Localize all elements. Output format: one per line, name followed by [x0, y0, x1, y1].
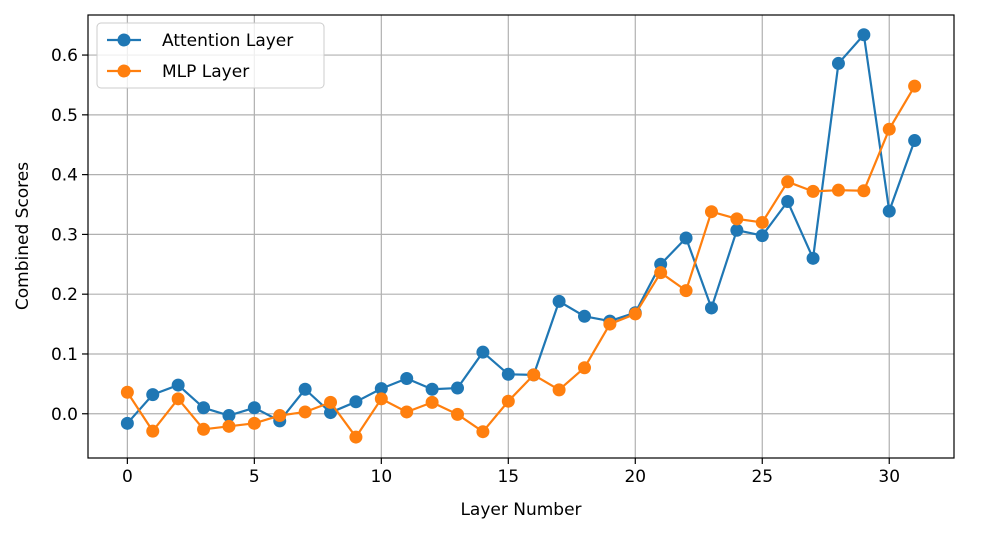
- data-point-mlp-layer: [222, 419, 236, 433]
- data-point-mlp-layer: [171, 392, 185, 406]
- x-tick-label: 20: [624, 467, 646, 487]
- data-point-attention-layer: [400, 371, 414, 385]
- data-point-mlp-layer: [400, 405, 414, 419]
- data-point-mlp-layer: [146, 424, 160, 438]
- data-point-attention-layer: [577, 309, 591, 323]
- data-point-mlp-layer: [552, 383, 566, 397]
- series-mlp-layer: [120, 79, 922, 444]
- data-point-mlp-layer: [298, 405, 312, 419]
- data-point-mlp-layer: [197, 422, 211, 436]
- data-point-attention-layer: [324, 406, 338, 420]
- data-point-attention-layer: [247, 401, 261, 415]
- x-axis-ticks: 0 5 10 15 20 25 30: [122, 458, 900, 487]
- data-point-attention-layer: [882, 204, 896, 218]
- data-point-attention-layer: [425, 382, 439, 396]
- data-point-attention-layer: [298, 382, 312, 396]
- data-point-attention-layer: [552, 294, 566, 308]
- data-point-attention-layer: [781, 195, 795, 209]
- data-point-mlp-layer: [781, 175, 795, 189]
- data-point-mlp-layer: [654, 266, 668, 280]
- plot-frame: [87, 14, 955, 459]
- data-point-attention-layer: [806, 251, 820, 265]
- data-point-attention-layer: [146, 388, 160, 402]
- y-axis-label: Combined Scores: [13, 162, 33, 310]
- data-point-attention-layer: [349, 395, 363, 409]
- data-point-attention-layer: [171, 378, 185, 392]
- data-point-mlp-layer: [628, 307, 642, 321]
- data-point-attention-layer: [755, 229, 769, 243]
- data-point-attention-layer: [857, 28, 871, 42]
- x-tick-label: 10: [371, 467, 393, 487]
- data-point-mlp-layer: [679, 284, 693, 298]
- data-point-mlp-layer: [806, 184, 820, 198]
- y-tick-label: 0.5: [51, 106, 78, 126]
- x-tick-label: 0: [122, 467, 133, 487]
- data-point-attention-layer: [501, 367, 515, 381]
- x-tick-label: 25: [751, 467, 773, 487]
- data-point-attention-layer: [730, 223, 744, 237]
- data-point-mlp-layer: [451, 407, 465, 421]
- data-point-attention-layer: [831, 56, 845, 70]
- y-tick-label: 0.1: [51, 345, 78, 365]
- legend-marker-mlp: [117, 64, 131, 78]
- data-point-mlp-layer: [349, 430, 363, 444]
- data-point-mlp-layer: [247, 416, 261, 430]
- data-point-mlp-layer: [908, 79, 922, 93]
- data-point-attention-layer: [476, 345, 490, 359]
- data-point-attention-layer: [451, 381, 465, 395]
- series-layer: [120, 28, 922, 444]
- legend-label-mlp: MLP Layer: [162, 62, 249, 82]
- data-point-attention-layer: [197, 401, 211, 415]
- x-tick-label: 30: [878, 467, 900, 487]
- data-point-attention-layer: [908, 134, 922, 148]
- y-tick-label: 0.0: [51, 405, 78, 425]
- data-point-mlp-layer: [324, 395, 338, 409]
- data-point-mlp-layer: [501, 394, 515, 408]
- data-point-attention-layer: [374, 382, 388, 396]
- legend-label-attention: Attention Layer: [162, 31, 293, 51]
- data-point-mlp-layer: [857, 184, 871, 198]
- y-axis-ticks: 0.0 0.1 0.2 0.3 0.4 0.5 0.6: [51, 46, 88, 425]
- legend-marker-attention: [117, 33, 131, 47]
- data-point-mlp-layer: [577, 361, 591, 375]
- data-point-attention-layer: [120, 416, 134, 430]
- y-tick-label: 0.3: [51, 225, 78, 245]
- data-point-attention-layer: [222, 409, 236, 423]
- y-tick-label: 0.2: [51, 285, 78, 305]
- data-point-mlp-layer: [273, 409, 287, 423]
- x-axis-label: Layer Number: [460, 500, 581, 520]
- data-point-attention-layer: [679, 231, 693, 245]
- data-point-mlp-layer: [374, 392, 388, 406]
- data-point-mlp-layer: [527, 368, 541, 382]
- data-point-attention-layer: [704, 301, 718, 315]
- x-tick-label: 5: [249, 467, 260, 487]
- data-point-mlp-layer: [476, 425, 490, 439]
- data-point-mlp-layer: [120, 385, 134, 399]
- data-point-mlp-layer: [603, 317, 617, 331]
- data-point-mlp-layer: [755, 215, 769, 229]
- data-point-mlp-layer: [425, 395, 439, 409]
- legend-frame: [96, 22, 325, 89]
- data-point-mlp-layer: [882, 122, 896, 136]
- x-tick-label: 15: [497, 467, 519, 487]
- data-point-mlp-layer: [704, 205, 718, 219]
- data-point-mlp-layer: [831, 183, 845, 197]
- y-tick-label: 0.6: [51, 46, 78, 66]
- data-point-mlp-layer: [730, 212, 744, 226]
- legend: Attention Layer MLP Layer: [96, 22, 325, 89]
- y-tick-label: 0.4: [51, 166, 78, 186]
